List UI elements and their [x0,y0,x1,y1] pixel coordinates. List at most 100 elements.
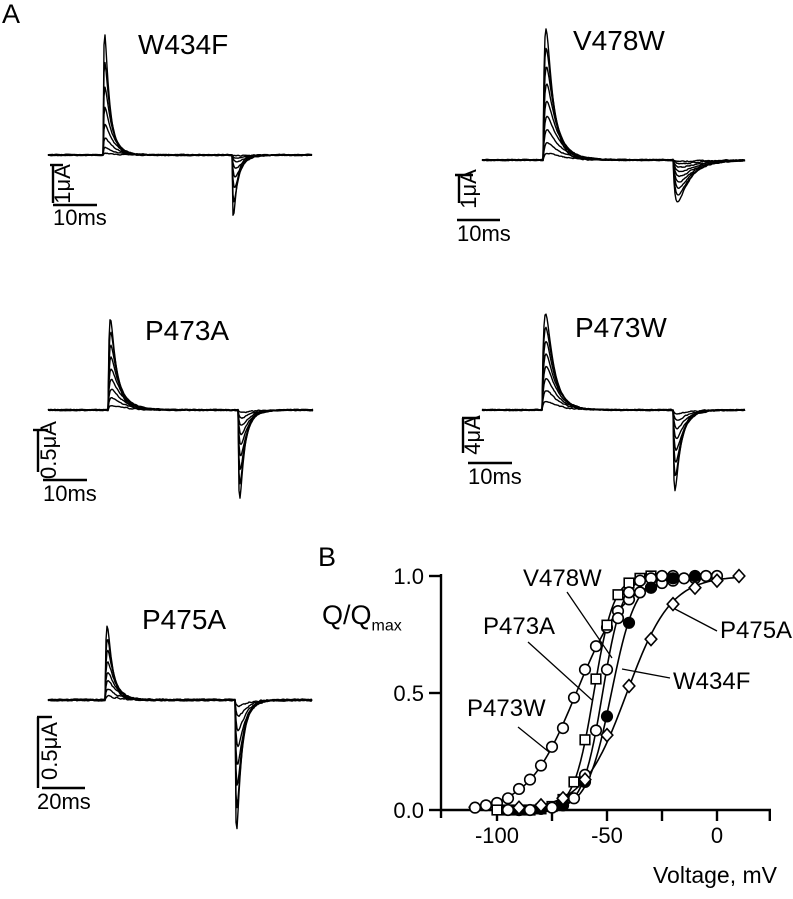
marker-open-square [579,734,591,746]
trace-panel-w434f: W434F 1μA 10ms [30,18,330,278]
gating-current-sweep [47,649,313,786]
gating-current-sweep [47,319,314,499]
marker-open-diamond [732,568,746,584]
x-tick-label: -100 [475,823,519,848]
gating-current-sweep [47,378,314,436]
marker-open-circle [589,724,603,737]
leader-line-V478W [566,591,613,659]
x-tick-label: -50 [591,823,623,848]
leader-line-P475A [674,608,718,632]
leader-line-P473A [527,641,593,701]
gating-current-sweep [481,365,746,440]
marker-open-diamond [534,797,548,813]
qv-plot-panel: 0.0 0.5 1.0 -100 -50 0 P473W V478W P473A W434F P47… [380,545,793,899]
x-tick-label: 0 [711,823,723,848]
marker-open-circle [512,782,526,796]
y-tick-label: 0.0 [393,798,424,823]
sweep-group [481,28,746,203]
panel-b-label: B [318,542,337,572]
y-tick-label: 0.5 [393,681,424,706]
marker-open-circle [501,803,515,817]
y-axis-title-main: Q/Q [322,600,372,630]
gating-current-sweep [481,66,746,189]
marker-open-circle [545,740,559,753]
trace-title: W434F [138,29,229,60]
marker-open-circle [677,572,691,585]
marker-open-diamond [666,596,680,612]
gating-current-sweep [47,639,313,809]
marker-open-circle [567,792,581,805]
gating-current-sweep [47,368,313,446]
gating-current-sweep [47,625,313,830]
y-tick-label: 1.0 [393,564,424,589]
gating-current-traces-p475a [36,625,313,830]
marker-open-square [568,776,580,788]
gating-current-sweep [481,313,746,492]
gating-current-sweep [47,661,313,765]
marker-open-circle [622,586,636,599]
current-scale-label: 0.5μA [37,722,62,780]
gating-current-sweep [47,671,313,748]
qv-plot: 0.0 0.5 1.0 -100 -50 0 P473W V478W P473A W434F P47… [393,564,792,848]
scale-bars [461,416,512,465]
trace-panel-v478w: V478W 1μA 10ms [450,18,750,278]
sweep-group [47,625,313,830]
scale-bars [33,428,87,482]
current-scale-label: 4μA [460,415,485,455]
marker-open-circle [534,759,548,772]
x-axis-title: Voltage, mV [652,862,777,888]
sweep-group [481,313,746,492]
series-label-W434F: W434F [673,668,750,695]
scale-bars [36,715,85,790]
trace-panel-p475a: P475A 0.5μA 20ms [30,588,330,868]
marker-open-circle [578,663,592,676]
trace-panel-p473w: P473W 4μA 10ms [450,298,750,558]
trace-panel-p473a: P473A 0.5μA 10ms [30,298,330,558]
marker-open-diamond [644,631,658,647]
marker-open-square [612,589,624,601]
sweep-group [47,319,314,499]
scale-bars [455,173,500,222]
marker-filled-circle [644,581,658,594]
marker-open-square [601,619,613,631]
gating-current-sweep [47,137,313,163]
trace-title: P473A [145,315,230,346]
series-label-P473W: P473W [467,695,546,722]
marker-open-circle [545,801,559,814]
gating-current-sweep [481,340,746,463]
leader-line-P473W [517,726,550,753]
gating-current-sweep [47,86,313,189]
y-axis-title-sub: max [371,617,402,635]
gating-current-sweep [47,123,313,169]
marker-open-circle [501,792,515,805]
gating-current-sweep [47,344,314,471]
gating-current-sweep [47,331,314,485]
marker-open-circle [523,773,537,786]
marker-open-circle [479,799,493,812]
trace-title: V478W [573,25,665,56]
gating-current-sweep [47,34,313,216]
marker-open-square [590,673,602,685]
marker-open-circle [468,801,482,814]
gating-current-sweep [481,28,746,203]
marker-open-circle [600,663,614,676]
gating-current-sweep [47,61,313,203]
gating-current-sweep [481,377,746,430]
gating-current-sweep [47,146,313,159]
leader-line-W434F [621,668,671,679]
current-scale-label: 0.5μA [36,421,61,479]
gating-current-sweep [47,679,313,732]
time-scale-label: 10ms [43,481,97,506]
series-label-V478W: V478W [523,565,602,592]
time-scale-label: 10ms [457,221,511,246]
marker-open-circle [633,586,647,599]
marker-filled-circle [688,569,702,583]
gating-current-sweep [481,115,746,173]
marker-open-circle [633,574,647,587]
fit-curve-W434F [514,575,700,811]
current-scale-label: 1μA [50,164,75,204]
marker-open-diamond [710,573,724,589]
marker-open-circle [611,612,625,625]
y-axis-title: Q/Qmax [322,600,402,635]
gating-current-sweep [47,356,314,457]
